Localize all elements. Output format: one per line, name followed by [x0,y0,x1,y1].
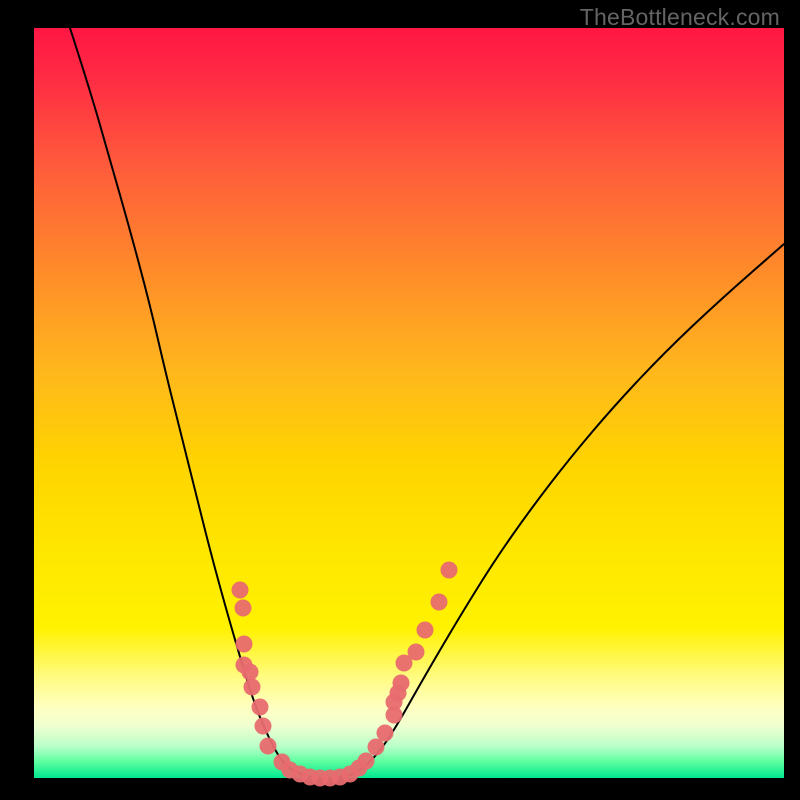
data-marker [260,738,277,755]
data-marker [252,699,269,716]
bottleneck-chart [0,0,800,800]
data-marker [244,679,261,696]
data-marker [368,739,385,756]
data-marker [408,644,425,661]
chart-frame: TheBottleneck.com [0,0,800,800]
data-marker [377,725,394,742]
data-marker [236,636,253,653]
data-marker [431,594,448,611]
data-marker [235,600,252,617]
data-marker [417,622,434,639]
data-marker [441,562,458,579]
data-marker [393,675,410,692]
data-marker [358,753,375,770]
data-marker [255,718,272,735]
data-marker [232,582,249,599]
data-marker [242,664,259,681]
